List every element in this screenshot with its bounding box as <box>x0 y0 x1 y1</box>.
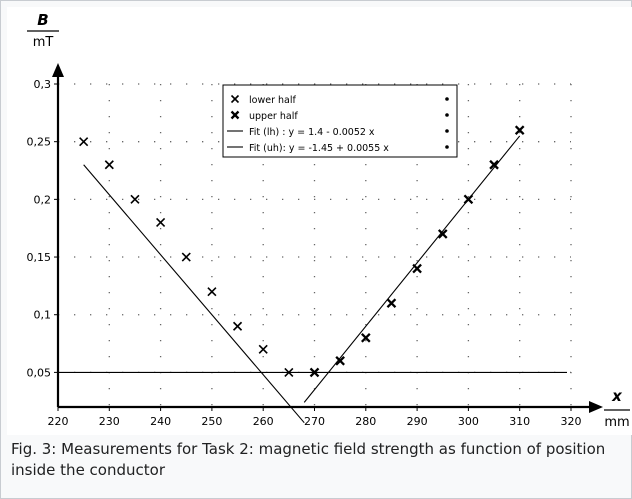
y-axis-label-unit: mT <box>33 35 54 50</box>
data-point-upper-half-stroke <box>335 356 345 366</box>
data-point-upper-half <box>335 356 345 366</box>
data-point-upper-half-stroke <box>309 367 320 378</box>
data-point-lower-half <box>207 287 217 297</box>
data-point-lower-half <box>156 217 166 227</box>
figure-caption: Fig. 3: Measurements for Task 2: magneti… <box>11 440 606 479</box>
x-tick-label: 250 <box>201 415 222 428</box>
legend-box <box>222 84 458 158</box>
data-point-lower-half-stroke <box>130 194 140 204</box>
data-point-lower-half <box>284 367 294 377</box>
plot-area: 220 230 240 250 260 270 280 290 300 310 320 0,05 0,1… <box>7 7 632 435</box>
data-point-upper-half <box>463 194 474 205</box>
y-tick-label: 0,3 <box>34 78 52 91</box>
x-axis-label-symbol: x <box>611 387 623 405</box>
x-tick-label: 310 <box>509 415 530 428</box>
data-point-upper-half <box>514 125 525 135</box>
data-point-upper-half <box>412 263 422 274</box>
y-tick-label: 0,05 <box>27 366 52 379</box>
data-point-lower-half-stroke <box>258 344 268 354</box>
x-tick-label: 260 <box>253 415 274 428</box>
data-point-lower-half-stroke <box>181 252 191 262</box>
data-point-lower-half-stroke <box>207 287 217 297</box>
x-tick-label: 220 <box>48 415 69 428</box>
x-tick-label: 280 <box>355 415 376 428</box>
y-tick-label: 0,1 <box>34 309 52 322</box>
legend-marker <box>230 110 240 120</box>
data-point-upper-half <box>437 229 448 239</box>
legend-dot <box>445 129 449 133</box>
y-axis-label-symbol: B <box>37 11 48 29</box>
data-point-upper-half <box>360 332 371 343</box>
x-axis-arrow <box>589 401 603 413</box>
legend-dot <box>445 145 449 149</box>
legend-label-0: lower half <box>249 95 296 106</box>
legend-label-2: Fit (lh) : y = 1.4 - 0.0052 x <box>249 127 375 138</box>
data-point-upper-half-stroke <box>489 159 499 170</box>
data-point-upper-half-stroke <box>360 332 371 343</box>
y-tick-label: 0,15 <box>27 251 52 264</box>
data-point-lower-half <box>104 160 114 170</box>
data-point-lower-half-stroke <box>284 367 294 377</box>
data-point-lower-half <box>79 137 89 147</box>
data-point-lower-half-stroke <box>104 160 114 170</box>
x-axis-label-unit: mm <box>604 415 629 430</box>
y-tick-label: 0,2 <box>34 193 52 206</box>
x-tick-label: 290 <box>407 415 428 428</box>
data-point-upper-half-stroke <box>412 263 422 274</box>
legend-dot <box>445 113 449 117</box>
data-point-upper-half-stroke <box>514 125 525 135</box>
x-tick-label: 270 <box>304 415 325 428</box>
data-point-lower-half <box>181 252 191 262</box>
data-point-upper-half <box>386 298 397 308</box>
legend-dot <box>445 97 449 101</box>
x-tick-label: 320 <box>561 415 582 428</box>
fit-line-lower <box>83 164 305 424</box>
data-point-upper-half-stroke <box>463 194 474 205</box>
data-point-upper-half-stroke <box>386 298 397 308</box>
data-point-lower-half <box>130 194 140 204</box>
data-point-upper-half-stroke <box>437 229 448 239</box>
x-tick-label: 240 <box>150 415 171 428</box>
y-tick-label: 0,25 <box>27 136 52 149</box>
data-point-lower-half-stroke <box>232 321 243 331</box>
data-point-upper-half <box>489 159 499 170</box>
data-point-lower-half <box>258 344 268 354</box>
legend: lower half upper half Fit (lh) : y = 1.4 -… <box>222 84 458 158</box>
data-point-lower-half-stroke <box>79 137 89 147</box>
fit-line-upper <box>303 135 521 403</box>
data-point-lower-half <box>232 321 243 331</box>
data-point-lower-half-stroke <box>156 217 166 227</box>
y-axis-arrow <box>52 63 64 77</box>
data-point-upper-half <box>309 367 320 378</box>
legend-label-3: Fit (uh): y = -1.45 + 0.0055 x <box>249 143 389 154</box>
x-tick-label: 230 <box>99 415 120 428</box>
chart-svg: 220 230 240 250 260 270 280 290 300 310 320 0,05 0,1… <box>27 11 630 430</box>
legend-marker <box>230 94 240 104</box>
x-tick-label: 300 <box>458 415 479 428</box>
legend-label-1: upper half <box>249 111 298 122</box>
